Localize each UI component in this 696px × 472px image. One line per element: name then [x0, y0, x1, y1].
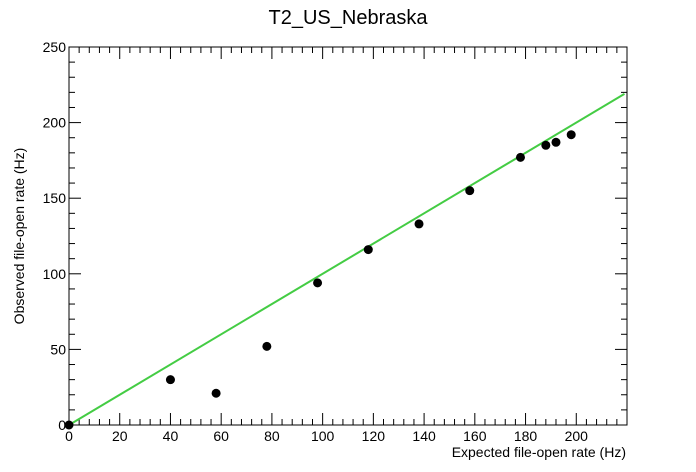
y-tick-label: 250	[43, 39, 67, 55]
fit-line-group	[68, 93, 625, 426]
data-point	[515, 152, 525, 162]
x-tick-label: 40	[163, 428, 179, 444]
x-tick-label: 200	[565, 428, 589, 444]
y-tick-label: 100	[43, 266, 67, 282]
y-tick-label: 200	[43, 115, 67, 131]
data-point	[363, 245, 373, 255]
x-tick-label: 80	[264, 428, 280, 444]
x-tick-label: 140	[412, 428, 436, 444]
x-tick-label: 100	[311, 428, 335, 444]
data-points	[64, 130, 576, 430]
data-point	[313, 278, 323, 288]
data-point	[465, 186, 475, 196]
data-point	[262, 341, 272, 351]
y-tick-label: 150	[43, 190, 67, 206]
plot-frame	[68, 46, 628, 426]
plot-border	[68, 46, 628, 426]
y-tick-label: 50	[50, 341, 66, 357]
x-tick-label: 120	[362, 428, 386, 444]
x-tick-label: 0	[65, 428, 73, 444]
data-point	[566, 130, 576, 140]
data-point	[551, 137, 561, 147]
data-point	[211, 388, 221, 398]
x-axis-title: Expected file-open rate (Hz)	[452, 444, 626, 460]
chart-title: T2_US_Nebraska	[269, 7, 429, 29]
data-point	[64, 420, 74, 430]
fit-line	[68, 93, 625, 426]
data-point	[414, 219, 424, 229]
y-axis-title: Observed file-open rate (Hz)	[11, 148, 27, 325]
x-tick-label: 180	[514, 428, 538, 444]
data-point	[541, 140, 551, 150]
x-tick-label: 60	[213, 428, 229, 444]
x-tick-label: 20	[112, 428, 128, 444]
data-point	[165, 375, 175, 385]
y-axis: 0 50 100 150 200 250	[43, 39, 627, 433]
y-tick-label: 0	[58, 417, 66, 433]
x-axis: 0 20 40 60 80 100 120 140 160 180 200	[65, 47, 628, 444]
x-tick-label: 160	[463, 428, 487, 444]
